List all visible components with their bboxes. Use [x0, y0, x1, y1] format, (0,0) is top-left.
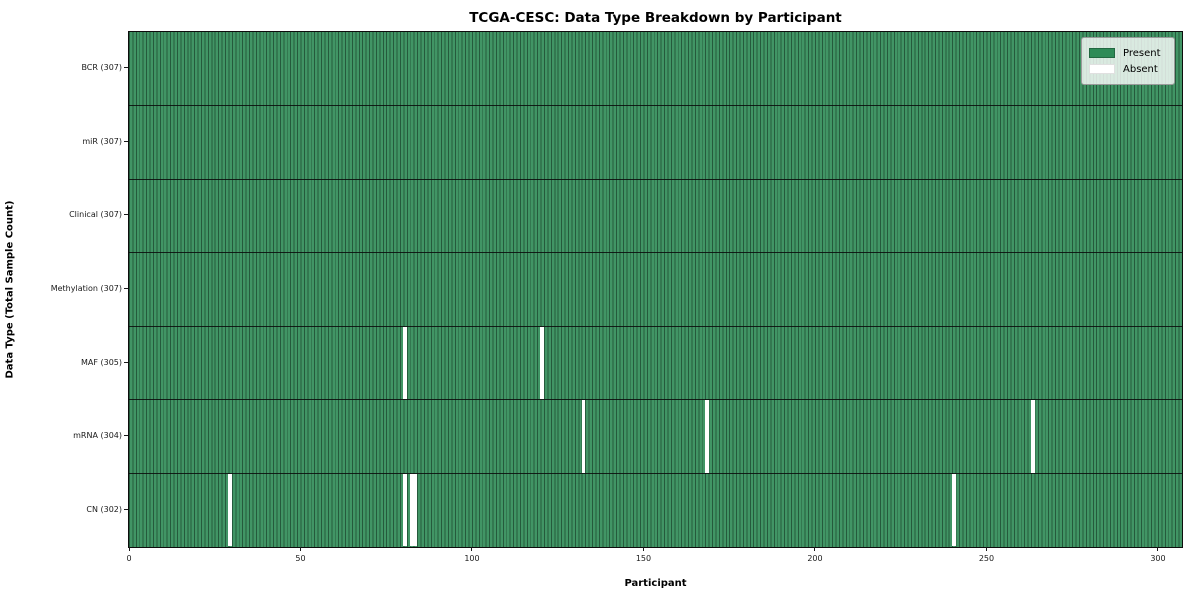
- x-tick-mark: [471, 547, 473, 551]
- y-tick-label: MAF (305): [80, 357, 122, 367]
- legend-label: Absent: [1123, 63, 1158, 75]
- absent-gap: [1030, 400, 1035, 473]
- y-tick-label: miR (307): [82, 136, 122, 146]
- absent-gap: [705, 400, 709, 473]
- absent-gap: [540, 326, 545, 400]
- x-tick-label: 300: [1150, 554, 1166, 563]
- x-tick-label: 200: [807, 554, 823, 563]
- x-axis-label: Participant: [624, 578, 687, 589]
- y-tick-mark: [124, 67, 128, 69]
- y-tick-label: Clinical (307): [69, 210, 122, 220]
- chart-title: TCGA-CESC: Data Type Breakdown by Partic…: [469, 10, 842, 26]
- y-tick-mark: [124, 508, 128, 510]
- row-divider: [129, 399, 1182, 401]
- legend: Present Absent: [1081, 37, 1175, 85]
- y-tick-label: mRNA (304): [73, 431, 122, 441]
- x-tick-label: 100: [464, 554, 480, 563]
- legend-swatch-absent: [1089, 64, 1115, 74]
- x-tick-mark: [1157, 547, 1159, 551]
- row-divider: [129, 472, 1182, 474]
- x-tick-mark: [642, 547, 644, 551]
- y-tick-label: BCR (307): [81, 63, 122, 73]
- absent-gap: [403, 326, 408, 400]
- absent-gap: [951, 474, 956, 547]
- y-tick-label: CN (302): [86, 504, 122, 514]
- legend-item: Present: [1089, 46, 1166, 60]
- x-tick-label: 250: [978, 554, 995, 563]
- x-tick-label: 50: [295, 554, 306, 563]
- x-tick-mark: [128, 547, 130, 551]
- x-tick-label: 0: [126, 554, 132, 563]
- row-divider: [129, 105, 1182, 107]
- row-divider: [129, 178, 1182, 180]
- x-tick-mark: [814, 547, 816, 551]
- plot-area: [128, 31, 1183, 548]
- row-divider: [129, 252, 1182, 254]
- y-tick-mark: [124, 214, 128, 216]
- x-tick-mark: [985, 547, 987, 551]
- absent-gap: [410, 474, 414, 547]
- legend-swatch-present: [1089, 48, 1115, 58]
- y-tick-mark: [124, 435, 128, 437]
- row-divider: [129, 325, 1182, 327]
- legend-item: Absent: [1089, 62, 1166, 76]
- absent-gap: [228, 474, 233, 547]
- y-tick-label: Methylation (307): [50, 284, 122, 293]
- y-tick-mark: [124, 361, 128, 363]
- absent-gap: [413, 474, 418, 547]
- x-tick-mark: [299, 547, 301, 551]
- y-tick-mark: [124, 288, 128, 289]
- legend-label: Present: [1123, 47, 1161, 59]
- absent-gap: [581, 400, 586, 473]
- x-tick-label: 150: [635, 554, 652, 563]
- absent-gap: [403, 474, 408, 547]
- y-tick-mark: [124, 140, 128, 142]
